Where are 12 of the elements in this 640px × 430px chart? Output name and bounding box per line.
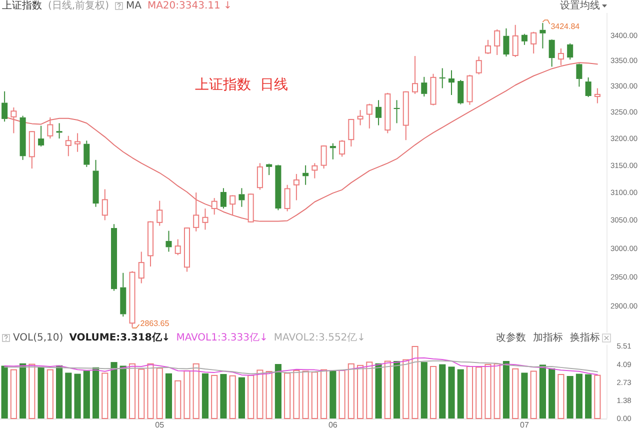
- legend-title: VOL(5,10): [13, 332, 64, 344]
- annotation: 加指标: [533, 332, 563, 344]
- subtitle: (日线,前复权): [48, 0, 109, 12]
- annotation: 设置均线: [560, 0, 600, 12]
- annotation: 3424.84: [550, 22, 580, 31]
- annotation: 上证指数 日线: [195, 77, 288, 93]
- annotation: 换指标: [570, 332, 600, 344]
- annotation: 2863.65: [140, 318, 170, 328]
- annotation: 改参数: [496, 332, 526, 344]
- title: 上证指数: [2, 0, 42, 12]
- legend-title: MA: [126, 0, 142, 12]
- annotation: VOLUME:3.318亿↓: [69, 332, 170, 344]
